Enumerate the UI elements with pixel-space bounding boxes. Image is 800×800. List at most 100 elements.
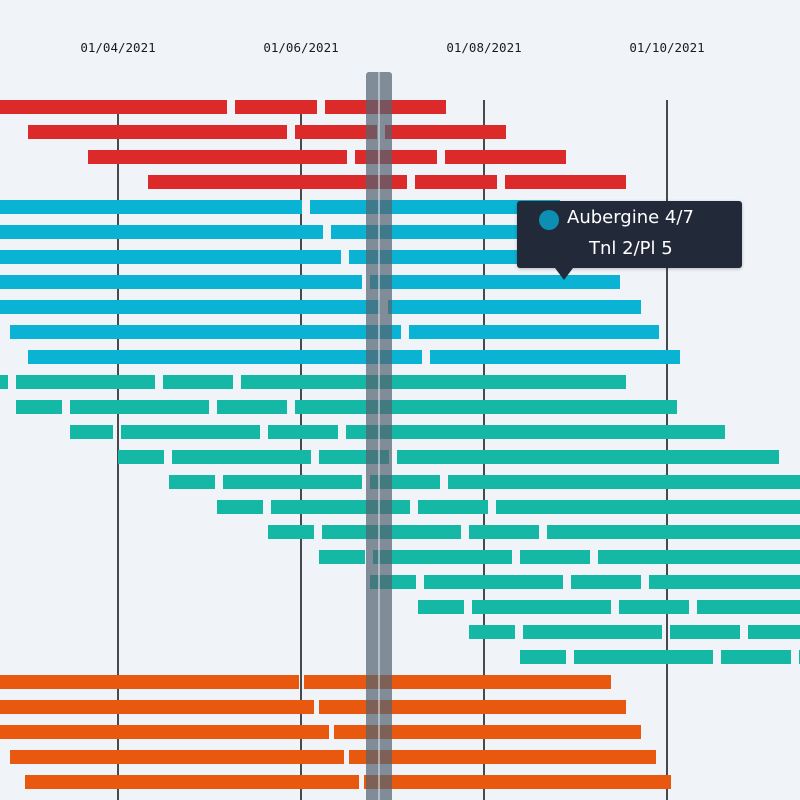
gantt-bar[interactable] <box>304 675 611 689</box>
gantt-row[interactable] <box>520 650 800 664</box>
gantt-bar[interactable] <box>496 500 800 514</box>
gantt-bar[interactable] <box>670 625 740 639</box>
gantt-row[interactable] <box>169 475 800 489</box>
gantt-bar[interactable] <box>472 600 611 614</box>
gantt-bar[interactable] <box>0 275 362 289</box>
gantt-bar[interactable] <box>70 425 113 439</box>
gantt-row[interactable] <box>0 375 626 389</box>
gantt-bar[interactable] <box>217 500 263 514</box>
gantt-row[interactable] <box>28 350 680 364</box>
gantt-bar[interactable] <box>469 525 539 539</box>
gantt-bar[interactable] <box>10 325 401 339</box>
gantt-bar[interactable] <box>121 425 260 439</box>
gantt-row[interactable] <box>28 125 506 139</box>
gantt-bar[interactable] <box>0 300 380 314</box>
gantt-bar[interactable] <box>0 725 329 739</box>
gantt-bar[interactable] <box>418 600 464 614</box>
gantt-bar[interactable] <box>70 400 209 414</box>
gantt-row[interactable] <box>148 175 626 189</box>
gantt-bar[interactable] <box>430 350 680 364</box>
gantt-bar[interactable] <box>598 550 800 564</box>
gantt-bar[interactable] <box>445 150 566 164</box>
gantt-row[interactable] <box>10 325 659 339</box>
gantt-bar[interactable] <box>0 200 302 214</box>
gantt-bar[interactable] <box>268 525 314 539</box>
gantt-bar[interactable] <box>748 625 800 639</box>
gantt-row[interactable] <box>16 400 677 414</box>
gantt-row[interactable] <box>88 150 566 164</box>
gantt-bar[interactable] <box>523 625 662 639</box>
gantt-bar[interactable] <box>235 100 317 114</box>
gantt-bar[interactable] <box>409 325 659 339</box>
gantt-row[interactable] <box>0 725 641 739</box>
gantt-bar[interactable] <box>349 750 656 764</box>
gantt-bar[interactable] <box>697 600 800 614</box>
gantt-row[interactable] <box>418 600 800 614</box>
gantt-bar[interactable] <box>268 425 338 439</box>
gantt-row[interactable] <box>0 700 626 714</box>
gantt-row[interactable] <box>0 275 620 289</box>
gantt-row[interactable] <box>70 425 725 439</box>
gantt-bar[interactable] <box>520 650 566 664</box>
gantt-bar[interactable] <box>28 350 422 364</box>
gantt-row[interactable] <box>319 550 800 564</box>
gantt-bar[interactable] <box>505 175 626 189</box>
gantt-bar[interactable] <box>373 550 512 564</box>
gantt-bar[interactable] <box>172 450 311 464</box>
gantt-bar[interactable] <box>388 300 641 314</box>
gantt-row[interactable] <box>268 525 800 539</box>
gantt-bar[interactable] <box>364 775 671 789</box>
gantt-bar[interactable] <box>619 600 689 614</box>
gantt-bar[interactable] <box>163 375 233 389</box>
gantt-bar[interactable] <box>547 525 800 539</box>
gantt-row[interactable] <box>0 225 581 239</box>
gantt-row[interactable] <box>0 300 641 314</box>
gantt-bar[interactable] <box>520 550 590 564</box>
gantt-row[interactable] <box>118 450 779 464</box>
gantt-bar[interactable] <box>0 675 299 689</box>
gantt-bar[interactable] <box>0 225 323 239</box>
gantt-row[interactable] <box>469 625 800 639</box>
gantt-bar[interactable] <box>223 475 362 489</box>
gantt-bar[interactable] <box>0 700 314 714</box>
gantt-bar[interactable] <box>28 125 287 139</box>
gantt-row[interactable] <box>25 775 671 789</box>
gantt-bar[interactable] <box>0 250 341 264</box>
gantt-row[interactable] <box>217 500 800 514</box>
gantt-bar[interactable] <box>346 425 725 439</box>
gantt-bar[interactable] <box>217 400 287 414</box>
gantt-bar[interactable] <box>169 475 215 489</box>
gantt-row[interactable] <box>0 250 602 264</box>
gantt-bar[interactable] <box>319 700 626 714</box>
today-marker[interactable] <box>366 72 392 800</box>
gantt-bar[interactable] <box>16 375 155 389</box>
gantt-row[interactable] <box>0 100 446 114</box>
gantt-bar[interactable] <box>469 625 515 639</box>
gantt-row[interactable] <box>0 675 611 689</box>
gantt-bar[interactable] <box>241 375 626 389</box>
gantt-bar[interactable] <box>16 400 62 414</box>
gantt-bar[interactable] <box>25 775 359 789</box>
gantt-bar[interactable] <box>448 475 800 489</box>
gantt-row[interactable] <box>0 200 560 214</box>
gantt-bar[interactable] <box>295 400 677 414</box>
gantt-bar[interactable] <box>370 275 620 289</box>
gantt-row[interactable] <box>370 575 800 589</box>
gantt-bar[interactable] <box>334 725 641 739</box>
gantt-bar[interactable] <box>415 175 497 189</box>
gantt-bar[interactable] <box>0 100 227 114</box>
gantt-bar[interactable] <box>385 125 506 139</box>
gantt-bar[interactable] <box>424 575 563 589</box>
gantt-bar[interactable] <box>88 150 347 164</box>
gantt-bar[interactable] <box>418 500 488 514</box>
gantt-bar[interactable] <box>10 750 344 764</box>
gantt-bar[interactable] <box>148 175 407 189</box>
gantt-bar[interactable] <box>319 550 365 564</box>
gantt-bar[interactable] <box>649 575 800 589</box>
gantt-bar[interactable] <box>397 450 779 464</box>
gantt-bar[interactable] <box>295 125 377 139</box>
gantt-bar[interactable] <box>574 650 713 664</box>
gantt-bar[interactable] <box>571 575 641 589</box>
gantt-bar[interactable] <box>0 375 8 389</box>
gantt-row[interactable] <box>10 750 656 764</box>
